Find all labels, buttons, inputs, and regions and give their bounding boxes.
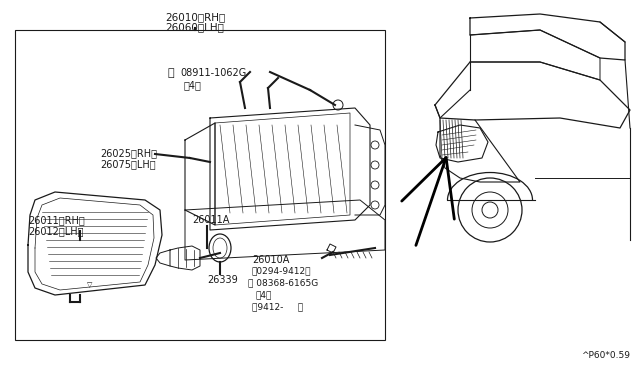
- Text: 26025（RH）: 26025（RH）: [100, 148, 157, 158]
- Text: （4）: （4）: [256, 290, 273, 299]
- Text: 26060（LH）: 26060（LH）: [166, 22, 225, 32]
- Text: 26010A: 26010A: [252, 255, 289, 265]
- Text: 26075（LH）: 26075（LH）: [100, 159, 156, 169]
- Text: ▽: ▽: [87, 282, 93, 288]
- Text: 26012（LH）: 26012（LH）: [28, 226, 83, 236]
- Text: 26011（RH）: 26011（RH）: [28, 215, 84, 225]
- Text: 08911-1062G: 08911-1062G: [180, 68, 246, 78]
- Text: （0294-9412）: （0294-9412）: [252, 266, 312, 275]
- Bar: [15, 30, 385, 340]
- Text: ⓝ: ⓝ: [168, 68, 175, 78]
- Text: Ⓝ 08368-6165G: Ⓝ 08368-6165G: [248, 278, 318, 287]
- Text: ）9412-     ）: ）9412- ）: [252, 302, 303, 311]
- Text: ^P60*0.59: ^P60*0.59: [581, 351, 630, 360]
- Text: 26339: 26339: [207, 275, 237, 285]
- Text: （4）: （4）: [184, 80, 202, 90]
- Text: 26010（RH）: 26010（RH）: [165, 12, 225, 22]
- Text: 26011A: 26011A: [192, 215, 229, 225]
